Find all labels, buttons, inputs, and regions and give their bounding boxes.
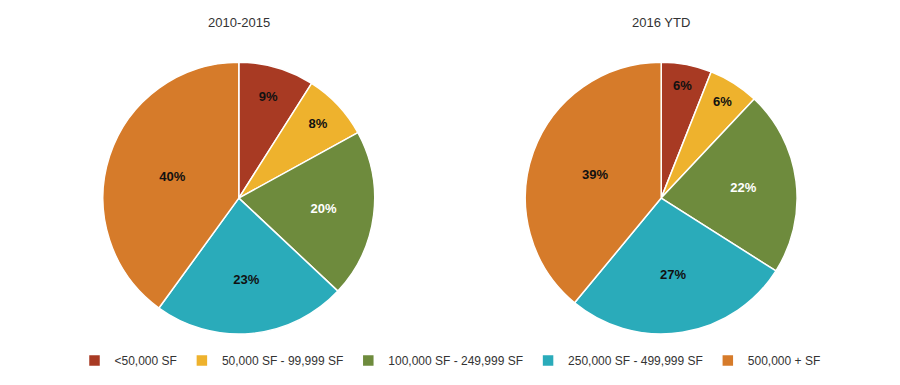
- svg-text:100,000 SF - 249,999 SF: 100,000 SF - 249,999 SF: [388, 354, 523, 368]
- svg-text:39%: 39%: [582, 167, 608, 182]
- svg-text:9%: 9%: [259, 89, 278, 104]
- svg-text:50,000 SF - 99,999 SF: 50,000 SF - 99,999 SF: [222, 354, 343, 368]
- svg-text:23%: 23%: [233, 272, 259, 287]
- svg-text:40%: 40%: [159, 169, 185, 184]
- svg-text:20%: 20%: [310, 201, 336, 216]
- svg-text:6%: 6%: [713, 94, 732, 109]
- svg-text:2010-2015: 2010-2015: [208, 15, 270, 30]
- svg-text:500,000 + SF: 500,000 + SF: [748, 354, 820, 368]
- svg-text:8%: 8%: [309, 116, 328, 131]
- svg-text:27%: 27%: [660, 267, 686, 282]
- svg-text:6%: 6%: [673, 78, 692, 93]
- svg-text:250,000 SF - 499,999 SF: 250,000 SF - 499,999 SF: [568, 354, 703, 368]
- svg-text:2016 YTD: 2016 YTD: [632, 15, 690, 30]
- svg-text:22%: 22%: [730, 180, 756, 195]
- svg-text:<50,000 SF: <50,000 SF: [115, 354, 177, 368]
